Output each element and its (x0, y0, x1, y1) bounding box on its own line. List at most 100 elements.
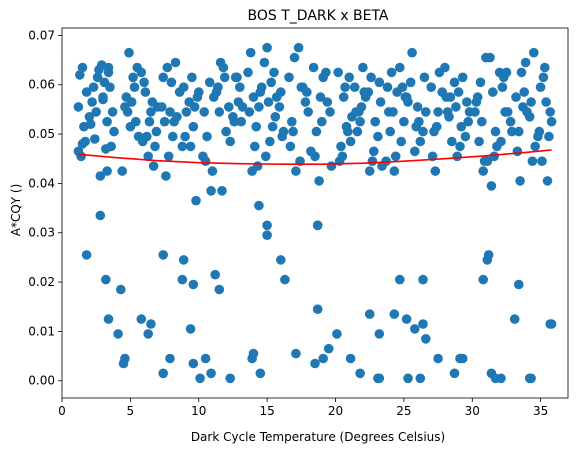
data-point (101, 144, 111, 154)
data-point (117, 166, 127, 176)
data-point (95, 210, 106, 221)
data-point (144, 116, 155, 127)
data-point (79, 121, 89, 132)
data-point (158, 250, 168, 260)
data-point (285, 141, 296, 152)
data-point (323, 343, 334, 354)
data-point (251, 121, 261, 132)
data-point (453, 87, 464, 97)
data-point (518, 102, 528, 112)
data-point (191, 195, 201, 206)
data-point (302, 87, 312, 97)
data-point (247, 353, 257, 364)
data-point (503, 107, 513, 117)
data-point (189, 102, 200, 112)
data-point (188, 121, 199, 132)
data-point (354, 107, 364, 117)
data-point (95, 171, 106, 181)
data-point (136, 314, 147, 324)
data-point (338, 92, 349, 102)
data-point (109, 126, 119, 137)
data-point (516, 67, 527, 78)
data-point (139, 77, 149, 88)
data-point (434, 67, 445, 78)
data-point (254, 200, 264, 211)
data-point (252, 161, 263, 171)
data-point (318, 72, 329, 83)
data-point (159, 116, 170, 127)
data-point (116, 284, 126, 295)
data-point (214, 107, 225, 117)
data-point (168, 131, 178, 142)
data-point (105, 82, 115, 92)
data-point (412, 102, 423, 112)
data-point (80, 136, 90, 147)
y-tick-label: 0.03 (28, 226, 55, 240)
data-point (300, 97, 311, 107)
data-point (451, 102, 461, 112)
data-point (288, 126, 298, 137)
data-point (449, 368, 460, 379)
data-point (244, 107, 255, 117)
data-point (124, 47, 134, 58)
data-point (209, 92, 219, 102)
data-point (143, 151, 153, 162)
data-point (527, 156, 538, 166)
data-point (262, 230, 272, 240)
data-point (126, 97, 137, 107)
data-point (509, 314, 520, 324)
data-point (308, 62, 319, 73)
x-tick-label: 0 (58, 404, 66, 418)
data-point (185, 324, 196, 334)
data-point (161, 171, 171, 181)
data-point (369, 146, 379, 157)
data-point (366, 72, 376, 83)
data-point (544, 131, 554, 142)
data-point (419, 72, 430, 83)
data-point (401, 314, 412, 324)
data-point (276, 255, 286, 265)
data-point (421, 334, 431, 344)
data-point (312, 220, 323, 231)
data-point (483, 250, 494, 260)
data-point (340, 82, 350, 92)
data-point (345, 136, 356, 147)
data-point (511, 92, 521, 102)
data-point (146, 107, 156, 117)
data-point (341, 121, 352, 132)
data-point (245, 47, 256, 58)
data-point (120, 353, 130, 364)
data-point (215, 57, 226, 68)
data-point (280, 274, 290, 285)
data-point (103, 314, 114, 324)
data-point (545, 319, 555, 329)
data-point (255, 87, 266, 97)
y-tick-label: 0.05 (28, 127, 55, 141)
data-point (430, 166, 441, 176)
data-point (534, 126, 545, 137)
data-point (355, 116, 365, 127)
data-point (385, 126, 396, 137)
data-point (519, 87, 529, 97)
data-point (463, 116, 474, 127)
data-point (107, 107, 118, 117)
data-point (92, 72, 103, 83)
data-point (325, 107, 335, 117)
data-point (374, 373, 385, 384)
data-point (520, 57, 531, 68)
data-point (224, 102, 234, 112)
data-point (355, 368, 365, 379)
data-point (314, 176, 324, 186)
data-point (90, 134, 100, 144)
data-point (488, 87, 498, 97)
data-point (77, 62, 88, 73)
data-point (433, 107, 443, 117)
data-point (333, 67, 344, 78)
data-point (389, 166, 400, 176)
data-point (206, 186, 216, 196)
data-point (396, 136, 407, 147)
data-point (291, 166, 301, 176)
data-point (364, 166, 375, 176)
plot-area (61, 27, 569, 399)
data-point (497, 82, 508, 92)
